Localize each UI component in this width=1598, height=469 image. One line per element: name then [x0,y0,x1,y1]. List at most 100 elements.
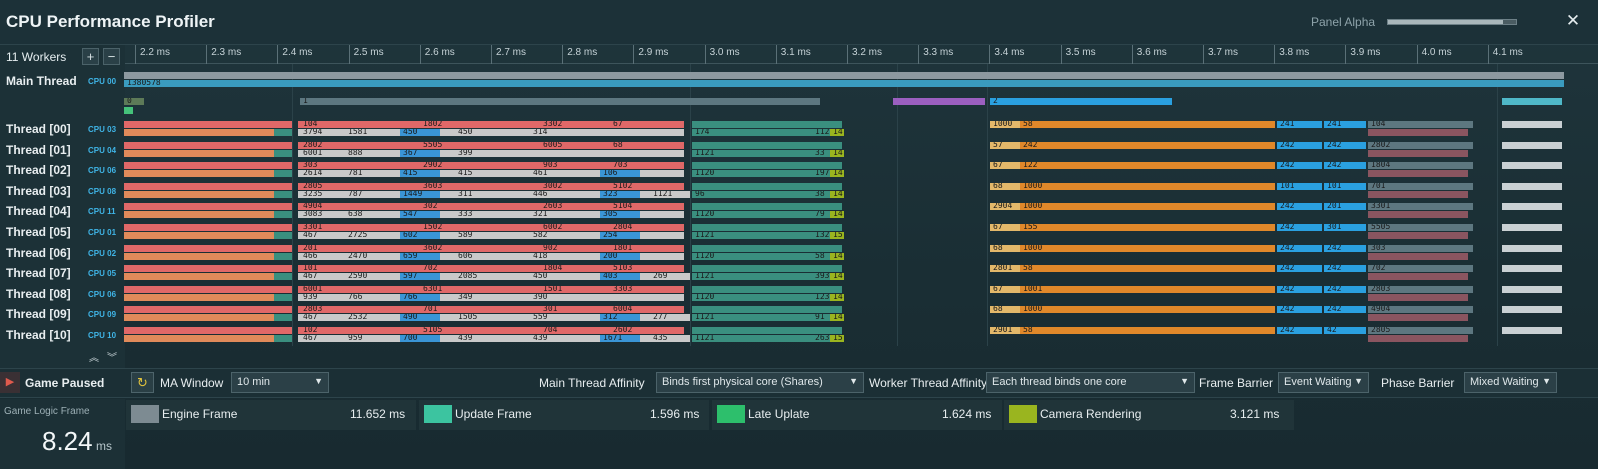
timeline-segment[interactable]: 6002 [540,224,640,231]
timeline-segment[interactable]: 1000 [1020,203,1275,211]
timeline-segment[interactable] [124,273,274,281]
timeline-segment[interactable] [124,129,274,136]
timeline-segment[interactable]: 5102 [610,182,660,190]
timeline-segment[interactable]: 242 [1324,306,1366,314]
timeline-segment[interactable] [274,211,292,219]
timeline-segment[interactable]: 101 [300,265,400,273]
timeline-segment[interactable]: 242 [1324,285,1366,293]
timeline-segment[interactable]: 1801 [610,244,660,252]
timeline-segment[interactable] [274,170,292,178]
timeline-segment[interactable]: 450 [400,129,440,136]
timeline-segment[interactable]: 3301 [300,224,400,231]
timeline-segment[interactable] [124,244,292,252]
timeline-segment[interactable]: 5505 [1368,224,1473,231]
timeline-segment[interactable]: 96 [692,190,812,198]
timeline-segment[interactable]: 399 [455,149,495,157]
timeline-segment[interactable]: 888 [345,149,385,157]
timeline-segment[interactable]: 467 [300,232,340,239]
timeline-segment[interactable]: 390 [530,293,570,301]
timeline-segment[interactable] [692,265,842,273]
timeline-segment[interactable]: 1804 [1368,162,1473,170]
timeline-segment[interactable]: 450 [530,273,570,281]
timeline-segment[interactable] [124,335,274,342]
timeline-segment[interactable]: 704 [540,327,640,334]
timeline-segment[interactable]: 14 [830,149,844,157]
frame-barrier-select[interactable]: Event Waiting ▼ [1278,372,1369,393]
timeline-segment[interactable]: 323 [600,190,640,198]
timeline-segment[interactable] [274,314,292,322]
main-thread-phase[interactable] [893,98,985,105]
timeline-segment[interactable]: 242 [1277,285,1322,293]
timeline-segment[interactable]: 68 [990,306,1020,314]
timeline-segment[interactable]: 301 [1324,224,1366,231]
timeline-segment[interactable]: 58 [1020,327,1275,334]
timeline-segment[interactable] [124,170,274,178]
timeline-segment[interactable]: 269 [650,273,690,281]
main-thread-frame-bar[interactable]: 1380578 [124,80,1564,87]
timeline-segment[interactable]: 2902 [420,162,520,170]
timeline-segment[interactable] [1502,141,1562,149]
timeline-segment[interactable] [1502,327,1562,334]
timeline-segment[interactable] [1368,149,1468,157]
timeline-segment[interactable]: 241 [1324,121,1366,128]
timeline-segment[interactable]: 6004 [610,306,660,314]
timeline-segment[interactable]: 5103 [610,265,660,273]
timeline-segment[interactable] [692,244,842,252]
timeline-segment[interactable]: 466 [300,252,340,260]
timeline-segment[interactable] [124,314,274,322]
timeline-segment[interactable]: 200 [600,252,640,260]
timeline-segment[interactable]: 415 [455,170,495,178]
timeline-segment[interactable]: 15 [830,232,844,239]
timeline-segment[interactable] [124,306,292,314]
timeline-segment[interactable]: 57 [990,141,1020,149]
timeline-segment[interactable]: 242 [1020,141,1275,149]
timeline-segment[interactable] [692,224,842,231]
timeline-segment[interactable]: 701 [420,306,520,314]
timeline-segment[interactable] [274,149,292,157]
timeline-segment[interactable]: 14 [830,190,844,198]
timeline-segment[interactable]: 254 [600,232,640,239]
collapse-up-icon[interactable]: ︽ [89,353,99,364]
timeline-segment[interactable]: 101 [1277,182,1322,190]
timeline-segment[interactable]: 589 [455,232,495,239]
timeline-segment[interactable]: 42 [1324,327,1366,334]
timeline-segment[interactable]: 1121 [650,190,690,198]
timeline-segment[interactable] [274,232,292,239]
timeline-segment[interactable]: 302 [420,203,520,211]
timeline-segment[interactable]: 68 [990,182,1020,190]
timeline-segment[interactable]: 606 [455,252,495,260]
timeline-segment[interactable]: 201 [300,244,400,252]
timeline-segment[interactable] [1502,162,1562,170]
timeline-segment[interactable]: 241 [1277,121,1322,128]
timeline-segment[interactable]: 461 [530,170,570,178]
timeline-segment[interactable]: 702 [1368,265,1473,273]
timeline-segment[interactable]: 467 [300,335,340,342]
collapse-down-icon[interactable]: ︾ [107,353,117,364]
timeline-segment[interactable] [692,121,842,128]
timeline-segment[interactable]: 2803 [1368,285,1473,293]
timeline-segment[interactable]: 68 [610,141,660,149]
timeline-segment[interactable]: 547 [400,211,440,219]
timeline-segment[interactable]: 321 [530,211,570,219]
timeline-segment[interactable]: 1581 [345,129,385,136]
timeline-segment[interactable]: 702 [420,265,520,273]
timeline-segment[interactable]: 1502 [420,224,520,231]
timeline-segment[interactable]: 1120 [692,252,812,260]
timeline-segment[interactable]: 1000 [1020,244,1275,252]
timeline-segment[interactable]: 155 [1020,224,1275,231]
timeline-segment[interactable]: 102 [300,327,400,334]
timeline-segment[interactable]: 6301 [420,285,520,293]
timeline-segment[interactable]: 1001 [1020,285,1275,293]
timeline-segment[interactable] [124,121,292,128]
timeline-segment[interactable]: 1120 [692,293,812,301]
timeline-segment[interactable]: 700 [400,335,440,342]
timeline-segment[interactable]: 1121 [692,273,812,281]
timeline-segment[interactable]: 242 [1277,306,1322,314]
timeline-segment[interactable]: 393 [812,273,832,281]
timeline-segment[interactable]: 787 [345,190,385,198]
timeline-segment[interactable]: 2904 [990,203,1020,211]
timeline-segment[interactable]: 781 [345,170,385,178]
timeline-segment[interactable]: 6001 [300,149,340,157]
timeline-segment[interactable]: 1449 [400,190,440,198]
timeline-segment[interactable]: 1671 [600,335,640,342]
